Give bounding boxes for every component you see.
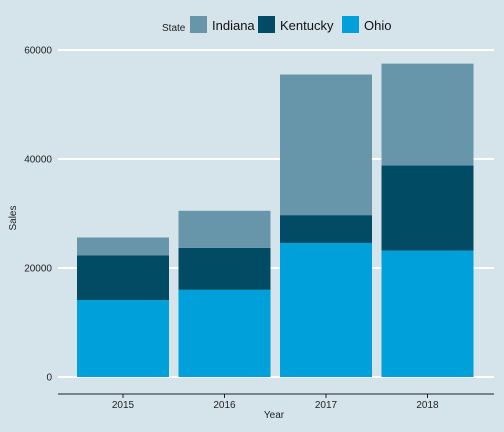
legend-key-indiana [190, 16, 207, 33]
bar-indiana-2017 [280, 74, 372, 216]
bar-kentucky-2018 [381, 165, 474, 251]
bar-indiana-2018 [381, 63, 474, 166]
bar-kentucky-2017 [280, 215, 372, 243]
bar-indiana-2016 [178, 210, 271, 248]
x-tick-label: 2016 [213, 400, 236, 411]
bar-ohio-2018 [381, 250, 474, 377]
x-tick-label: 2017 [315, 400, 338, 411]
legend: State Indiana Kentucky Ohio [162, 16, 391, 34]
y-tick-label: 0 [46, 373, 52, 384]
bar-kentucky-2015 [77, 255, 169, 301]
bar-ohio-2017 [280, 242, 372, 377]
y-tick-label: 60000 [24, 46, 52, 57]
bar-indiana-2015 [77, 237, 169, 256]
y-tick-label: 20000 [24, 264, 52, 275]
x-tick-label: 2015 [112, 400, 135, 411]
axes: 0 20000 40000 60000 2015 2016 2017 2018 [24, 46, 494, 411]
legend-label-ohio: Ohio [364, 18, 391, 33]
bar-ohio-2016 [178, 289, 271, 377]
x-axis-title: Year [264, 410, 285, 421]
x-tick-label: 2018 [416, 400, 439, 411]
legend-label-indiana: Indiana [212, 18, 255, 33]
bar-ohio-2015 [77, 300, 169, 377]
bar-kentucky-2016 [178, 247, 271, 290]
y-tick-label: 40000 [24, 155, 52, 166]
bars [77, 63, 474, 377]
legend-label-kentucky: Kentucky [280, 18, 334, 33]
legend-key-kentucky [258, 16, 275, 33]
legend-key-ohio [342, 16, 359, 33]
legend-title: State [162, 23, 186, 34]
y-axis-title: Sales [8, 205, 19, 230]
